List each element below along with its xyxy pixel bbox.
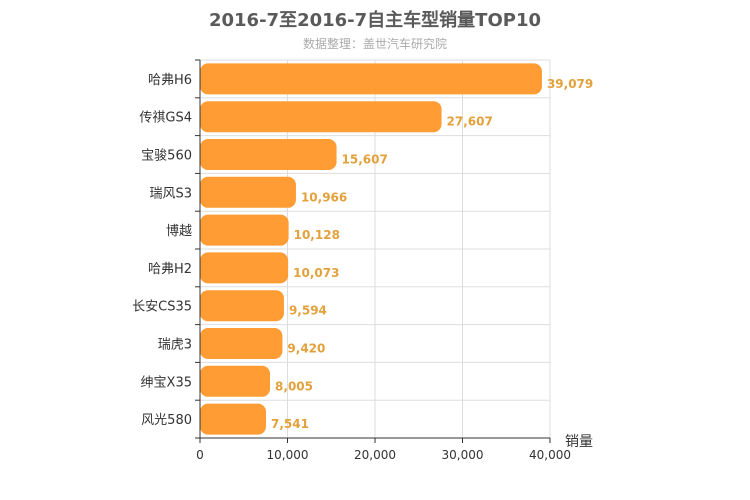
bar	[200, 63, 542, 95]
bar	[200, 252, 289, 284]
bar-layer	[200, 63, 542, 435]
bar	[200, 328, 283, 359]
category-label: 瑞虎3	[158, 338, 192, 353]
bar	[200, 403, 266, 435]
category-label: 瑞风S3	[149, 186, 192, 201]
category-label: 绅宝X35	[141, 375, 192, 390]
value-label: 7,541	[271, 417, 309, 431]
x-tick-label: 0	[196, 448, 204, 462]
value-label: 15,607	[342, 153, 388, 167]
bar	[200, 214, 289, 246]
value-label: 10,128	[294, 228, 340, 242]
axis-layer	[195, 59, 551, 443]
value-label: 9,420	[287, 342, 325, 356]
chart-subtitle: 数据整理：盖世汽车研究院	[302, 37, 447, 51]
category-label: 宝骏560	[141, 149, 192, 164]
bar	[200, 139, 337, 170]
category-label: 哈弗H6	[148, 73, 192, 88]
value-label: 8,005	[275, 379, 313, 393]
x-tick-label: 30,000	[442, 448, 484, 462]
x-tick-label: 10,000	[267, 448, 309, 462]
value-label: 10,073	[293, 266, 339, 280]
value-label: 10,966	[301, 190, 347, 204]
category-label: 风光580	[141, 413, 192, 428]
value-label: 27,607	[447, 115, 493, 129]
label-layer: 哈弗H6 39,079 传祺GS4 27,607 宝骏560 15,607 瑞风S3 10,9…	[132, 73, 593, 462]
chart-title: 2016-7至2016-7自主车型销量TOP10	[208, 10, 541, 31]
value-axis-title: 销量	[565, 434, 593, 450]
value-label: 9,594	[289, 304, 327, 318]
category-label: 长安CS35	[132, 300, 192, 315]
value-label: 39,079	[547, 77, 593, 91]
x-tick-label: 20,000	[354, 448, 396, 462]
x-tick-label: 40,000	[529, 448, 571, 462]
bar	[200, 365, 271, 397]
bar	[200, 101, 442, 133]
category-label: 传祺GS4	[139, 111, 192, 126]
category-label: 博越	[166, 224, 192, 239]
category-label: 哈弗H2	[148, 262, 192, 277]
bar	[200, 290, 284, 322]
bar	[200, 176, 296, 208]
